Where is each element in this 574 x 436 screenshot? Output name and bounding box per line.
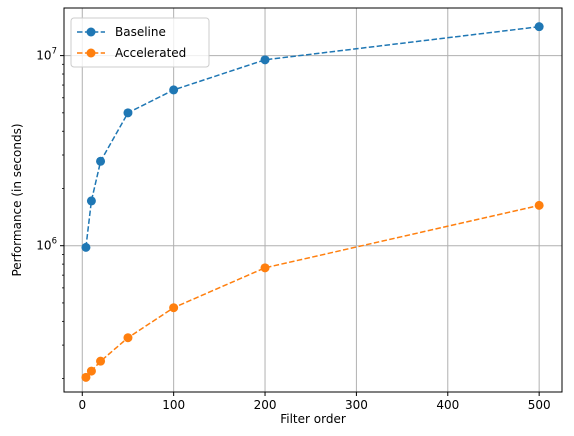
data-point (169, 303, 179, 313)
x-tick-label: 0 (78, 398, 86, 412)
data-point (86, 196, 96, 206)
plot-frame (63, 7, 563, 393)
axis-ticks: 0 100 200 300 400 500 106 107 (36, 47, 550, 412)
data-point (96, 156, 106, 166)
legend-marker-0 (86, 27, 96, 37)
data-point (260, 55, 270, 65)
series-group (81, 22, 544, 382)
legend-marker-1 (86, 48, 96, 58)
y-tick-label: 106 (36, 237, 57, 253)
x-tick-label: 500 (528, 398, 551, 412)
data-point (534, 22, 544, 32)
data-point (96, 356, 106, 366)
data-point (81, 372, 91, 382)
data-point (260, 263, 270, 273)
y-tick-label: 107 (36, 47, 57, 63)
y-axis-label: Performance (in seconds) (10, 123, 24, 276)
legend-label-0: Baseline (115, 25, 166, 39)
x-tick-label: 100 (162, 398, 185, 412)
legend-label-1: Accelerated (115, 46, 186, 60)
legend-box (70, 17, 210, 68)
data-point (123, 333, 133, 343)
data-point (534, 200, 544, 210)
x-tick-label: 300 (345, 398, 368, 412)
x-tick-label: 200 (254, 398, 277, 412)
data-point (169, 85, 179, 95)
x-tick-label: 400 (436, 398, 459, 412)
data-point (86, 366, 96, 376)
legend: Baseline Accelerated (70, 17, 210, 68)
x-axis-label: Filter order (280, 412, 346, 426)
data-point (81, 242, 91, 252)
data-point (123, 108, 133, 118)
